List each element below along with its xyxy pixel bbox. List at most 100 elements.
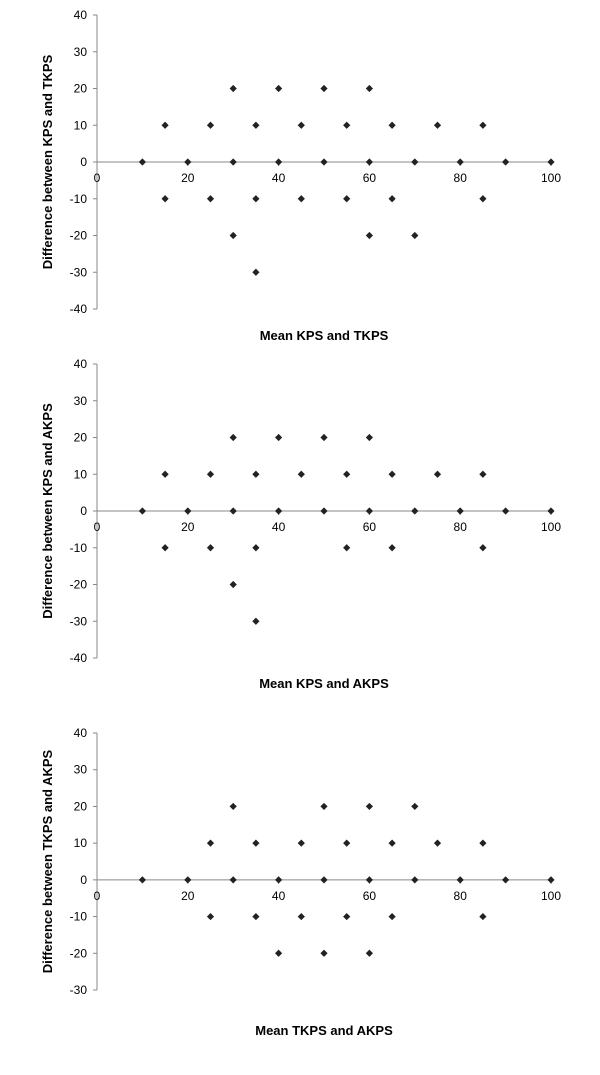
data-point	[252, 268, 260, 276]
y-tick-label: 0	[80, 155, 87, 169]
data-point	[479, 839, 487, 847]
x-tick-label: 100	[541, 171, 561, 185]
data-point	[547, 158, 555, 166]
x-tick-label: 80	[454, 889, 468, 903]
data-point	[206, 839, 215, 847]
data-point	[365, 876, 373, 884]
data-point	[388, 912, 396, 921]
x-tick-label: 0	[94, 520, 101, 534]
y-tick-label: 30	[74, 394, 88, 408]
x-tick-label: 100	[541, 520, 561, 534]
y-axis-title: Difference between TKPS and AKPS	[40, 749, 55, 973]
data-point	[343, 839, 351, 847]
data-point	[275, 84, 283, 93]
data-point	[479, 195, 487, 203]
x-tick-label: 0	[94, 889, 101, 903]
data-point	[229, 876, 237, 884]
data-point	[365, 949, 373, 957]
data-point	[229, 158, 237, 166]
data-point	[411, 876, 419, 884]
x-tick-label: 60	[363, 520, 377, 534]
data-point	[320, 802, 328, 811]
data-point	[456, 507, 464, 515]
y-tick-label: -10	[70, 910, 88, 924]
data-point	[388, 121, 396, 129]
data-point	[229, 433, 237, 442]
y-tick-label: 40	[74, 8, 88, 22]
data-point	[138, 158, 146, 166]
y-tick-label: -40	[70, 302, 88, 316]
data-point	[388, 544, 396, 552]
data-point	[275, 876, 283, 884]
data-point	[502, 876, 510, 884]
y-tick-label: 0	[80, 504, 87, 518]
y-tick-label: 10	[74, 118, 88, 132]
data-point	[502, 507, 510, 515]
data-point	[320, 84, 328, 93]
y-tick-label: -30	[70, 983, 88, 997]
x-tick-label: 20	[181, 520, 195, 534]
x-tick-label: 40	[272, 171, 286, 185]
data-point	[479, 544, 487, 552]
data-point	[297, 470, 305, 478]
data-point	[411, 802, 419, 811]
y-tick-label: -30	[70, 265, 88, 279]
data-point	[343, 470, 351, 478]
y-tick-label: -20	[70, 946, 88, 960]
data-point	[206, 544, 215, 552]
data-point	[252, 912, 260, 921]
data-point	[343, 544, 351, 552]
data-point	[206, 195, 215, 203]
data-point	[433, 839, 442, 847]
y-tick-label: 40	[74, 726, 88, 740]
data-point	[275, 433, 283, 442]
data-point	[547, 507, 555, 515]
data-point	[229, 802, 237, 811]
data-point	[229, 507, 237, 515]
data-point	[297, 121, 305, 129]
data-point	[161, 121, 169, 129]
x-tick-label: 40	[272, 520, 286, 534]
y-tick-label: -40	[70, 651, 88, 665]
data-point	[161, 470, 169, 478]
y-tick-label: 0	[80, 873, 87, 887]
data-point	[297, 195, 305, 203]
data-point	[161, 544, 169, 552]
data-point	[275, 158, 283, 166]
data-point	[206, 121, 215, 129]
x-axis-title: Mean TKPS and AKPS	[255, 1023, 393, 1038]
y-tick-label: 20	[74, 82, 88, 96]
x-tick-label: 60	[363, 171, 377, 185]
data-point	[229, 580, 237, 589]
data-point	[252, 195, 260, 203]
data-point	[365, 433, 373, 442]
y-tick-label: 10	[74, 467, 88, 481]
data-point	[320, 507, 328, 515]
data-point	[297, 839, 305, 847]
data-point	[161, 195, 169, 203]
data-point	[365, 507, 373, 515]
x-axis-title: Mean KPS and TKPS	[260, 328, 389, 343]
data-point	[343, 195, 351, 203]
data-point	[479, 121, 487, 129]
data-point	[252, 121, 260, 129]
data-point	[388, 195, 396, 203]
data-point	[206, 912, 215, 921]
data-point	[365, 802, 373, 811]
data-point	[411, 231, 419, 240]
y-axis-title: Difference between KPS and TKPS	[40, 54, 55, 269]
data-point	[343, 121, 351, 129]
y-tick-label: -20	[70, 229, 88, 243]
data-point	[411, 507, 419, 515]
data-point	[388, 839, 396, 847]
data-point	[411, 158, 419, 166]
data-point	[275, 949, 283, 957]
data-point	[184, 876, 192, 884]
data-point	[206, 470, 215, 478]
y-axis-title: Difference between KPS and AKPS	[40, 403, 55, 619]
data-point	[388, 470, 396, 478]
data-point	[343, 912, 351, 921]
x-tick-label: 20	[181, 889, 195, 903]
